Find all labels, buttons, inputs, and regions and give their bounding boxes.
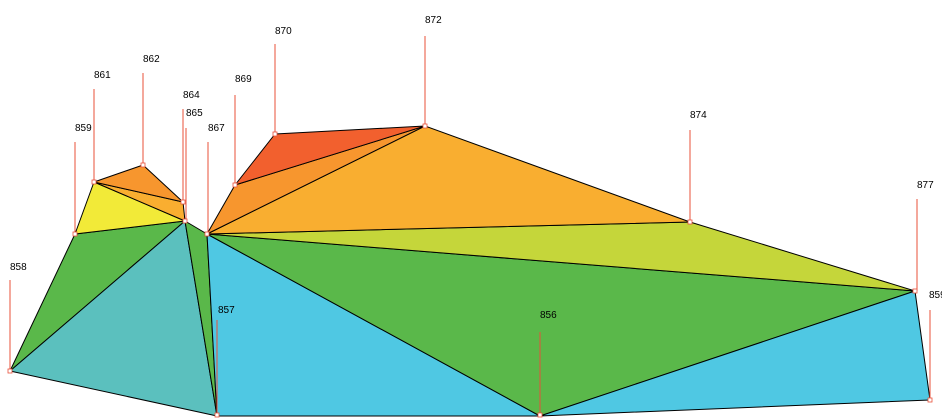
label-865: 865 — [186, 108, 203, 119]
label-872: 872 — [425, 15, 442, 26]
face-915-930-856 — [539, 290, 931, 417]
label-858: 858 — [10, 262, 27, 273]
vertex-859b — [927, 397, 933, 403]
leader-lines — [9, 36, 931, 416]
vertex-867 — [204, 231, 210, 237]
vertex-862 — [140, 162, 146, 168]
label-861: 861 — [94, 70, 111, 81]
vertex-859 — [72, 231, 78, 237]
vertex-865 — [182, 218, 188, 224]
vertex-870 — [272, 131, 278, 137]
label-867: 867 — [208, 123, 225, 134]
vertex-872 — [422, 123, 428, 129]
label-857: 857 — [218, 305, 235, 316]
label-870: 870 — [275, 26, 292, 37]
vertex-markers — [7, 123, 933, 418]
label-859: 859 — [75, 123, 92, 134]
face-94-143-183 — [93, 164, 184, 203]
vertex-labels: 858 859 861 862 864 865 867 869 870 872 … — [10, 15, 942, 321]
label-874: 874 — [690, 110, 707, 121]
label-869: 869 — [235, 74, 252, 85]
vertex-874 — [687, 219, 693, 225]
vertex-856 — [537, 412, 543, 418]
face-235-275-425 — [234, 125, 426, 186]
label-877: 877 — [917, 180, 934, 191]
vertex-864 — [180, 199, 186, 205]
label-862: 862 — [143, 54, 160, 65]
vertex-869 — [232, 182, 238, 188]
vertex-857 — [214, 412, 220, 418]
label-856: 856 — [540, 310, 557, 321]
label-859b: 859 — [929, 290, 942, 301]
label-864: 864 — [183, 90, 200, 101]
vertex-861 — [91, 179, 97, 185]
vertex-877 — [912, 288, 918, 294]
mesh-faces — [9, 125, 931, 417]
vertex-858 — [7, 368, 13, 374]
